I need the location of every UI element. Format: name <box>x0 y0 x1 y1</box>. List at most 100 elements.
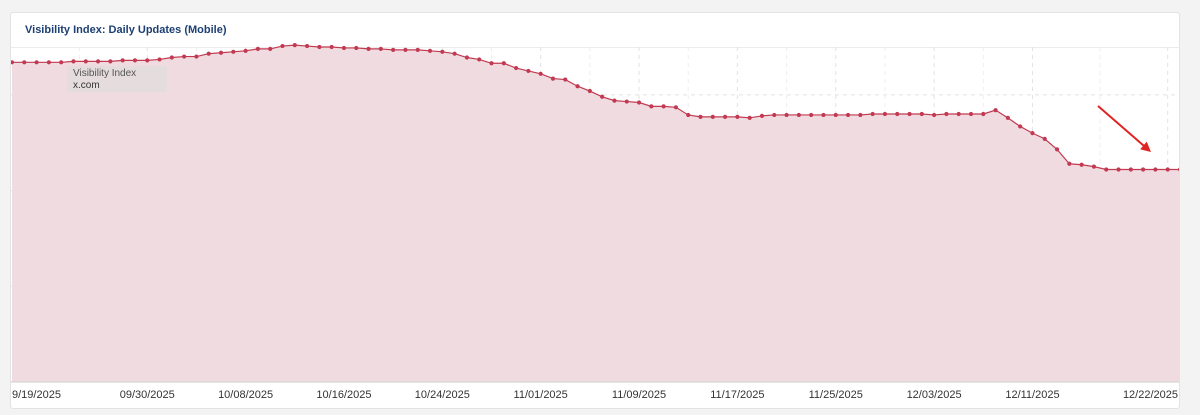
data-point <box>132 58 138 63</box>
data-point <box>231 49 236 54</box>
data-point <box>341 45 347 51</box>
data-point <box>440 49 445 54</box>
data-point <box>194 54 199 59</box>
data-point <box>46 60 51 65</box>
data-point <box>968 111 974 117</box>
data-point <box>22 60 27 65</box>
data-point <box>796 112 801 118</box>
data-point <box>145 58 150 63</box>
data-point <box>1153 167 1158 172</box>
x-tick-label: 11/09/2025 <box>612 389 666 401</box>
data-point <box>649 104 654 109</box>
data-point <box>1116 167 1121 172</box>
data-point <box>587 88 592 94</box>
series-line <box>12 44 1179 171</box>
x-tick-label: 12/03/2025 <box>907 389 962 401</box>
data-point <box>120 58 125 63</box>
x-tick-label: 09/30/2025 <box>120 389 175 401</box>
data-point <box>747 115 752 120</box>
data-point <box>735 114 740 119</box>
data-point <box>415 47 420 52</box>
data-point <box>354 45 359 51</box>
x-tick-label: 10/24/2025 <box>415 389 470 401</box>
data-point <box>907 111 912 117</box>
data-point <box>292 42 297 48</box>
data-point <box>563 77 568 82</box>
data-point <box>255 46 260 52</box>
data-point <box>526 68 531 74</box>
data-point <box>391 47 396 52</box>
data-point <box>71 59 76 64</box>
data-point <box>759 113 765 119</box>
data-point <box>1104 167 1109 172</box>
chart-svg[interactable]: 1002003009/19/202509/30/202510/08/202510… <box>11 13 1179 408</box>
data-point <box>268 46 273 52</box>
chart-title: Visibility Index: Daily Updates (Mobile) <box>25 24 227 36</box>
chart-tooltip: Visibility Index x.com <box>67 66 167 92</box>
data-point <box>501 61 506 66</box>
data-point <box>366 46 371 52</box>
data-point <box>919 111 924 117</box>
x-tick-label: 12/11/2025 <box>1005 389 1059 401</box>
data-point <box>1005 115 1010 120</box>
x-tick-label: 12/22/2025 <box>1123 389 1178 401</box>
data-point <box>612 98 617 103</box>
data-point <box>833 112 838 118</box>
data-point <box>157 57 162 62</box>
data-point <box>895 111 900 117</box>
data-point <box>280 43 285 49</box>
series-area <box>12 45 1179 382</box>
tooltip-series-label: Visibility Index <box>73 68 137 79</box>
data-point <box>1030 131 1035 136</box>
annotation-arrow-line <box>1097 105 1148 150</box>
data-point <box>1079 162 1084 167</box>
data-point <box>550 76 556 81</box>
data-point <box>403 47 408 52</box>
data-point <box>83 59 88 64</box>
data-point <box>1177 167 1179 172</box>
data-point <box>11 60 15 65</box>
data-point <box>600 94 605 99</box>
x-tick-label: 11/17/2025 <box>710 389 764 401</box>
data-point <box>932 112 937 118</box>
data-point <box>169 55 174 60</box>
tooltip-domain: x.com <box>73 80 100 91</box>
data-point <box>427 48 433 53</box>
data-point <box>489 61 494 66</box>
data-point <box>993 108 998 113</box>
data-point <box>710 114 715 119</box>
data-point <box>636 100 642 105</box>
data-point <box>882 111 888 117</box>
data-point <box>304 43 310 49</box>
data-point <box>95 59 101 64</box>
data-point <box>378 46 383 52</box>
data-point <box>845 112 851 118</box>
data-point <box>477 57 482 62</box>
data-point <box>329 44 334 50</box>
data-point <box>1018 124 1023 129</box>
data-point <box>513 65 519 71</box>
data-point <box>772 112 777 118</box>
data-point <box>698 114 703 119</box>
data-point <box>1128 167 1133 172</box>
data-point <box>218 50 224 55</box>
data-point <box>722 114 728 119</box>
data-point <box>452 51 457 56</box>
card-header: Visibility Index: Daily Updates (Mobile) <box>11 13 1179 48</box>
x-tick-label: 10/16/2025 <box>316 389 371 401</box>
x-tick-label: 10/08/2025 <box>218 389 273 401</box>
data-point <box>59 60 64 65</box>
data-point <box>1165 167 1170 172</box>
data-point <box>981 111 986 117</box>
annotation-arrow-head <box>1140 141 1151 152</box>
data-point <box>317 44 322 50</box>
chart-card: Visibility Index: Daily Updates (Mobile)… <box>10 12 1180 409</box>
data-point <box>821 112 826 118</box>
data-point <box>1141 167 1146 172</box>
x-tick-label: 9/19/2025 <box>12 389 61 401</box>
data-point <box>108 59 113 64</box>
data-point <box>858 112 863 118</box>
data-point <box>784 112 789 118</box>
data-point <box>1067 161 1072 166</box>
data-point <box>624 99 629 104</box>
